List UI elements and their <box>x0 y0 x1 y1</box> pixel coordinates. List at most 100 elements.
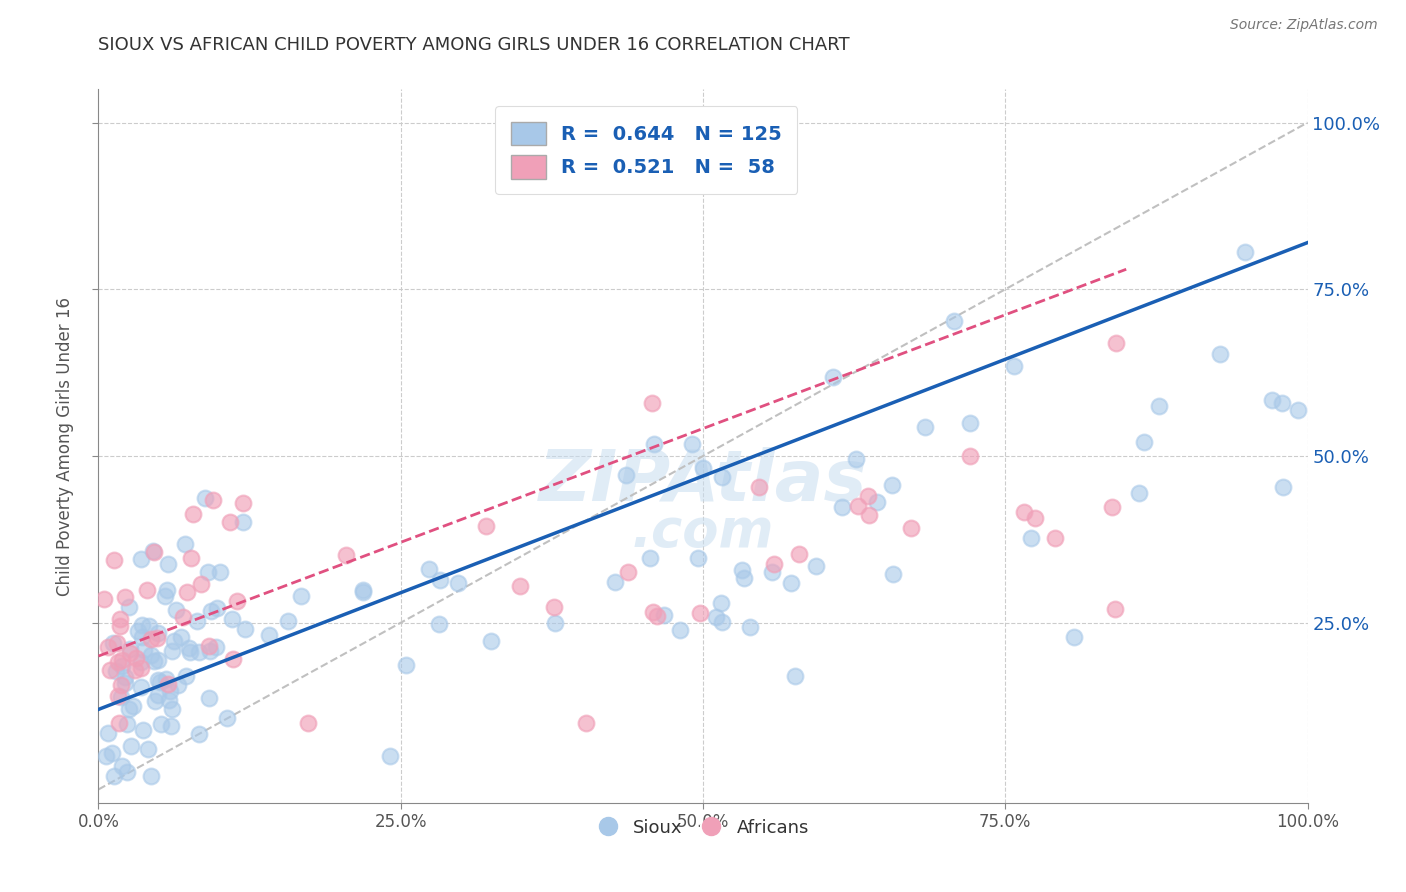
Point <box>127 624 149 638</box>
Point <box>146 631 169 645</box>
Point <box>1272 480 1295 494</box>
Point <box>605 574 627 589</box>
Point <box>353 582 375 597</box>
Text: ZIPAtlas: ZIPAtlas <box>538 447 868 516</box>
Point <box>290 589 312 603</box>
Point <box>110 690 132 704</box>
Point <box>118 646 141 660</box>
Point <box>710 615 733 629</box>
Point <box>114 676 136 690</box>
Point <box>1149 399 1171 413</box>
Point <box>179 645 201 659</box>
Point <box>108 618 131 632</box>
Point <box>115 765 138 780</box>
Point <box>108 612 131 626</box>
Point <box>111 759 134 773</box>
Point <box>1002 359 1025 373</box>
Point <box>148 688 170 702</box>
Point <box>122 698 145 713</box>
Point <box>103 769 125 783</box>
Point <box>738 620 761 634</box>
Point <box>136 742 159 756</box>
Point <box>97 726 120 740</box>
Point <box>114 590 136 604</box>
Point <box>139 632 162 647</box>
Point <box>710 596 733 610</box>
Point <box>134 642 156 657</box>
Point <box>205 601 228 615</box>
Point <box>858 508 880 523</box>
Point <box>118 600 141 615</box>
Point <box>131 655 153 669</box>
Point <box>543 599 565 614</box>
Point <box>641 395 664 409</box>
Point <box>124 663 146 677</box>
Point <box>222 652 245 666</box>
Point <box>146 626 169 640</box>
Point <box>1043 531 1066 545</box>
Point <box>233 622 256 636</box>
Point <box>943 314 966 328</box>
Point <box>706 610 728 624</box>
Point <box>277 615 299 629</box>
Point <box>645 609 668 624</box>
Point <box>866 495 889 509</box>
Point <box>194 491 217 505</box>
Point <box>186 614 208 628</box>
Point <box>686 551 709 566</box>
Point <box>787 547 810 561</box>
Point <box>221 612 243 626</box>
Point <box>914 420 936 434</box>
Point <box>129 680 152 694</box>
Point <box>131 617 153 632</box>
Point <box>689 606 711 620</box>
Point <box>1024 511 1046 525</box>
Point <box>142 654 165 668</box>
Point <box>669 623 692 637</box>
Point <box>177 640 200 655</box>
Point <box>105 636 128 650</box>
Point <box>114 670 136 684</box>
Point <box>762 557 785 571</box>
Point <box>173 610 195 624</box>
Point <box>429 573 451 587</box>
Point <box>232 515 254 529</box>
Point <box>259 628 281 642</box>
Point <box>150 716 173 731</box>
Point <box>643 436 665 450</box>
Point <box>115 717 138 731</box>
Point <box>157 558 180 572</box>
Point <box>97 640 120 655</box>
Point <box>129 660 152 674</box>
Point <box>1101 500 1123 515</box>
Y-axis label: Child Poverty Among Girls Under 16: Child Poverty Among Girls Under 16 <box>56 296 75 596</box>
Point <box>124 651 146 665</box>
Point <box>138 619 160 633</box>
Point <box>617 566 640 580</box>
Point <box>120 739 142 754</box>
Point <box>108 715 131 730</box>
Point <box>785 668 807 682</box>
Point <box>142 543 165 558</box>
Point <box>190 576 212 591</box>
Point <box>479 634 502 648</box>
Point <box>880 478 903 492</box>
Point <box>509 579 531 593</box>
Point <box>94 748 117 763</box>
Point <box>731 563 754 577</box>
Point <box>173 537 195 551</box>
Point <box>131 631 153 645</box>
Point <box>93 591 115 606</box>
Point <box>188 645 211 659</box>
Point <box>149 674 172 689</box>
Point <box>162 644 184 658</box>
Point <box>804 559 827 574</box>
Point <box>200 644 222 658</box>
Point <box>821 369 844 384</box>
Point <box>110 678 132 692</box>
Point <box>733 571 755 585</box>
Text: SIOUX VS AFRICAN CHILD POVERTY AMONG GIRLS UNDER 16 CORRELATION CHART: SIOUX VS AFRICAN CHILD POVERTY AMONG GIR… <box>98 36 851 54</box>
Point <box>900 520 922 534</box>
Point <box>447 575 470 590</box>
Point <box>217 711 239 725</box>
